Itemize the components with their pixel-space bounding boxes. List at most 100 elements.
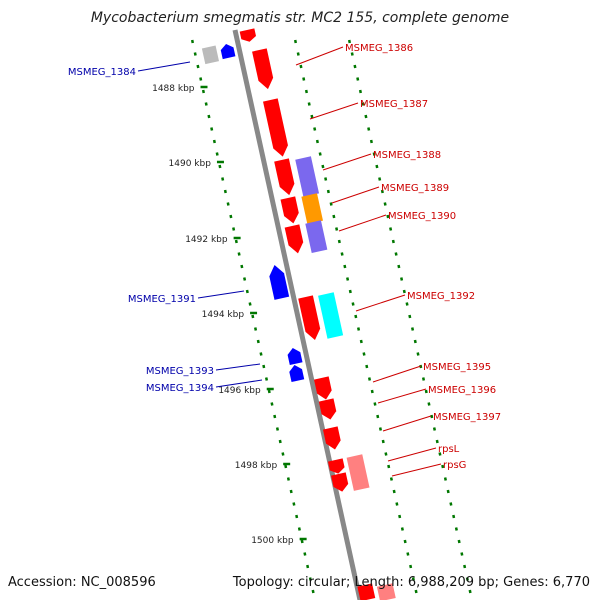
guide-dot <box>358 89 362 94</box>
gene-bottom <box>357 583 376 600</box>
guide-dot <box>400 527 404 531</box>
scale-tick-label: 1496 kbp <box>218 386 261 396</box>
guide-dot <box>304 89 308 94</box>
gene-msmeg-1391-shape <box>269 265 290 300</box>
gene-rpsg <box>331 472 349 492</box>
guide-dot <box>406 552 410 556</box>
scale-tick-label: 1490 kbp <box>169 159 212 169</box>
guide-dot <box>361 102 365 106</box>
guide-dot <box>392 489 396 494</box>
guide-dot <box>262 364 266 369</box>
gene-label: rpsG <box>443 460 466 471</box>
gene-label: MSMEG_1394 <box>146 383 214 394</box>
gene-labels: MSMEG_1386 MSMEG_1387 MSMEG_1388 MSMEG_1389… <box>68 43 501 471</box>
gene-msmeg-1389-shape <box>280 196 299 224</box>
guide-dot <box>424 389 428 394</box>
guide-dot <box>430 414 434 419</box>
leader-line <box>377 388 427 404</box>
guide-dot <box>232 227 236 231</box>
guide-dot <box>332 214 336 219</box>
annotation-cyan <box>318 292 344 339</box>
guide-dot <box>299 64 303 69</box>
guide-dot <box>264 377 269 381</box>
guide-dot <box>365 364 369 369</box>
gene-label: MSMEG_1388 <box>373 150 441 161</box>
guide-dot <box>254 327 258 331</box>
guide-dot <box>204 102 208 106</box>
guide-dot <box>278 439 282 444</box>
leader-line <box>137 61 191 72</box>
guide-dot <box>335 227 339 231</box>
gene-msmeg-1396 <box>318 398 337 420</box>
guide-dot <box>221 177 225 181</box>
annotation-pink-bottom-shape <box>376 583 396 600</box>
gene-rpsl <box>327 458 345 474</box>
guide-dot <box>218 164 222 169</box>
gene-msmeg-1386-shape <box>252 48 274 90</box>
gene-gray <box>201 45 219 65</box>
gene-msmeg-1394-shape <box>289 365 305 383</box>
guide-dot <box>443 477 447 481</box>
leader-line <box>331 186 380 204</box>
guide-dot <box>210 127 214 131</box>
guide-dot <box>357 327 361 331</box>
guide-dot <box>215 152 219 156</box>
guide-dot <box>408 314 412 319</box>
guide-dot <box>270 402 274 406</box>
leader-line <box>382 415 432 432</box>
genome-summary-text: Topology: circular; Length: 6,988,209 bp… <box>232 575 590 590</box>
guide-dot <box>386 214 390 219</box>
guide-dot <box>318 152 322 156</box>
guide-dot <box>395 502 399 506</box>
guide-dot <box>446 489 450 494</box>
gene-msmeg-1397-shape <box>322 426 341 450</box>
guide-dot <box>449 502 453 506</box>
guide-dot <box>353 64 357 69</box>
guide-dot <box>281 452 285 456</box>
guide-dot <box>329 202 333 206</box>
guide-dot <box>460 552 464 556</box>
guide-dot <box>311 589 315 594</box>
guide-dot <box>413 339 417 344</box>
leader-line <box>387 447 437 462</box>
gene-msmeg-1384-shape <box>220 44 236 60</box>
guide-dot <box>402 289 406 294</box>
gene-msmeg-1395-shape <box>313 376 332 400</box>
guide-dot <box>293 39 298 44</box>
guide-dot <box>389 227 393 231</box>
map-title: Mycobacterium smegmatis str. MC2 155, co… <box>90 10 510 26</box>
guide-dot <box>295 514 299 519</box>
guide-dot <box>302 77 306 81</box>
leader-line <box>295 46 344 66</box>
gene-bottom-shape <box>357 583 376 600</box>
guide-dot <box>296 52 300 56</box>
annotation-pink-shape <box>346 454 370 491</box>
annotation-purple-1-shape <box>295 156 320 197</box>
guide-dot <box>411 577 415 581</box>
guide-dot <box>369 139 373 144</box>
gene-msmeg-1384 <box>220 44 236 60</box>
guide-dot <box>275 427 279 431</box>
guide-dot <box>398 514 402 519</box>
guide-dot <box>267 389 271 394</box>
guide-dot <box>354 314 358 319</box>
guide-dot <box>292 502 296 506</box>
guide-dot <box>372 152 376 156</box>
gene-rpsg-shape <box>331 472 349 492</box>
guide-dot <box>303 552 307 556</box>
guide-dot <box>207 114 211 119</box>
guide-dot <box>397 264 401 269</box>
guide-dot <box>326 189 330 194</box>
guide-dot <box>389 477 393 481</box>
guide-dot <box>251 314 255 319</box>
guide-dot <box>454 527 458 531</box>
guide-dot <box>284 464 288 469</box>
guide-dot <box>351 302 355 306</box>
gene-label: MSMEG_1393 <box>146 366 214 377</box>
gene-label: MSMEG_1390 <box>388 211 456 222</box>
leader-line <box>391 463 442 477</box>
guide-dot <box>348 289 352 294</box>
guide-dot <box>337 239 341 244</box>
gene-msmeg-1392-shape <box>298 295 321 340</box>
guide-dot <box>370 389 374 394</box>
